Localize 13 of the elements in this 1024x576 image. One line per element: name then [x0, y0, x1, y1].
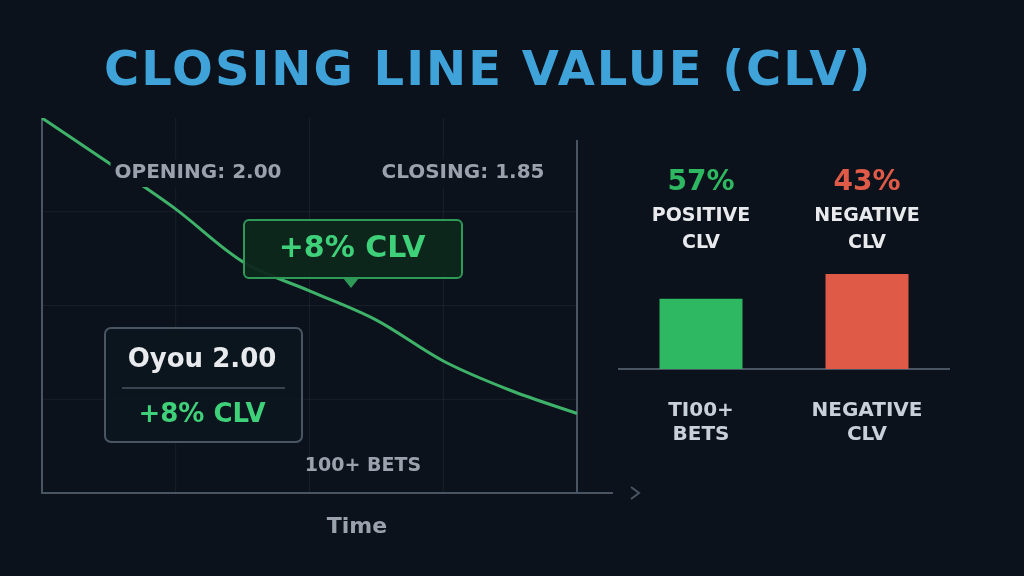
- annotation: +8% CLV: [278, 228, 427, 264]
- chart-title: CLOSING LINE VALUE (CLV): [104, 40, 873, 96]
- annotation: Oyou 2.00: [127, 342, 277, 373]
- annotation: 100+ BETS: [304, 452, 422, 475]
- text: NEGATIVE CLV: [814, 202, 920, 252]
- annotation: CLOSING: 1.85: [381, 159, 545, 184]
- x-tick-label: TI00+ BETS: [668, 397, 734, 446]
- x-axis-title: Time: [326, 512, 388, 538]
- annotation: OPENING: 2.00: [114, 159, 282, 184]
- text: 43%: [833, 164, 901, 198]
- text: 57%: [667, 164, 735, 198]
- annotation: +8% CLV: [138, 397, 266, 428]
- text: POSITIVE CLV: [651, 202, 751, 252]
